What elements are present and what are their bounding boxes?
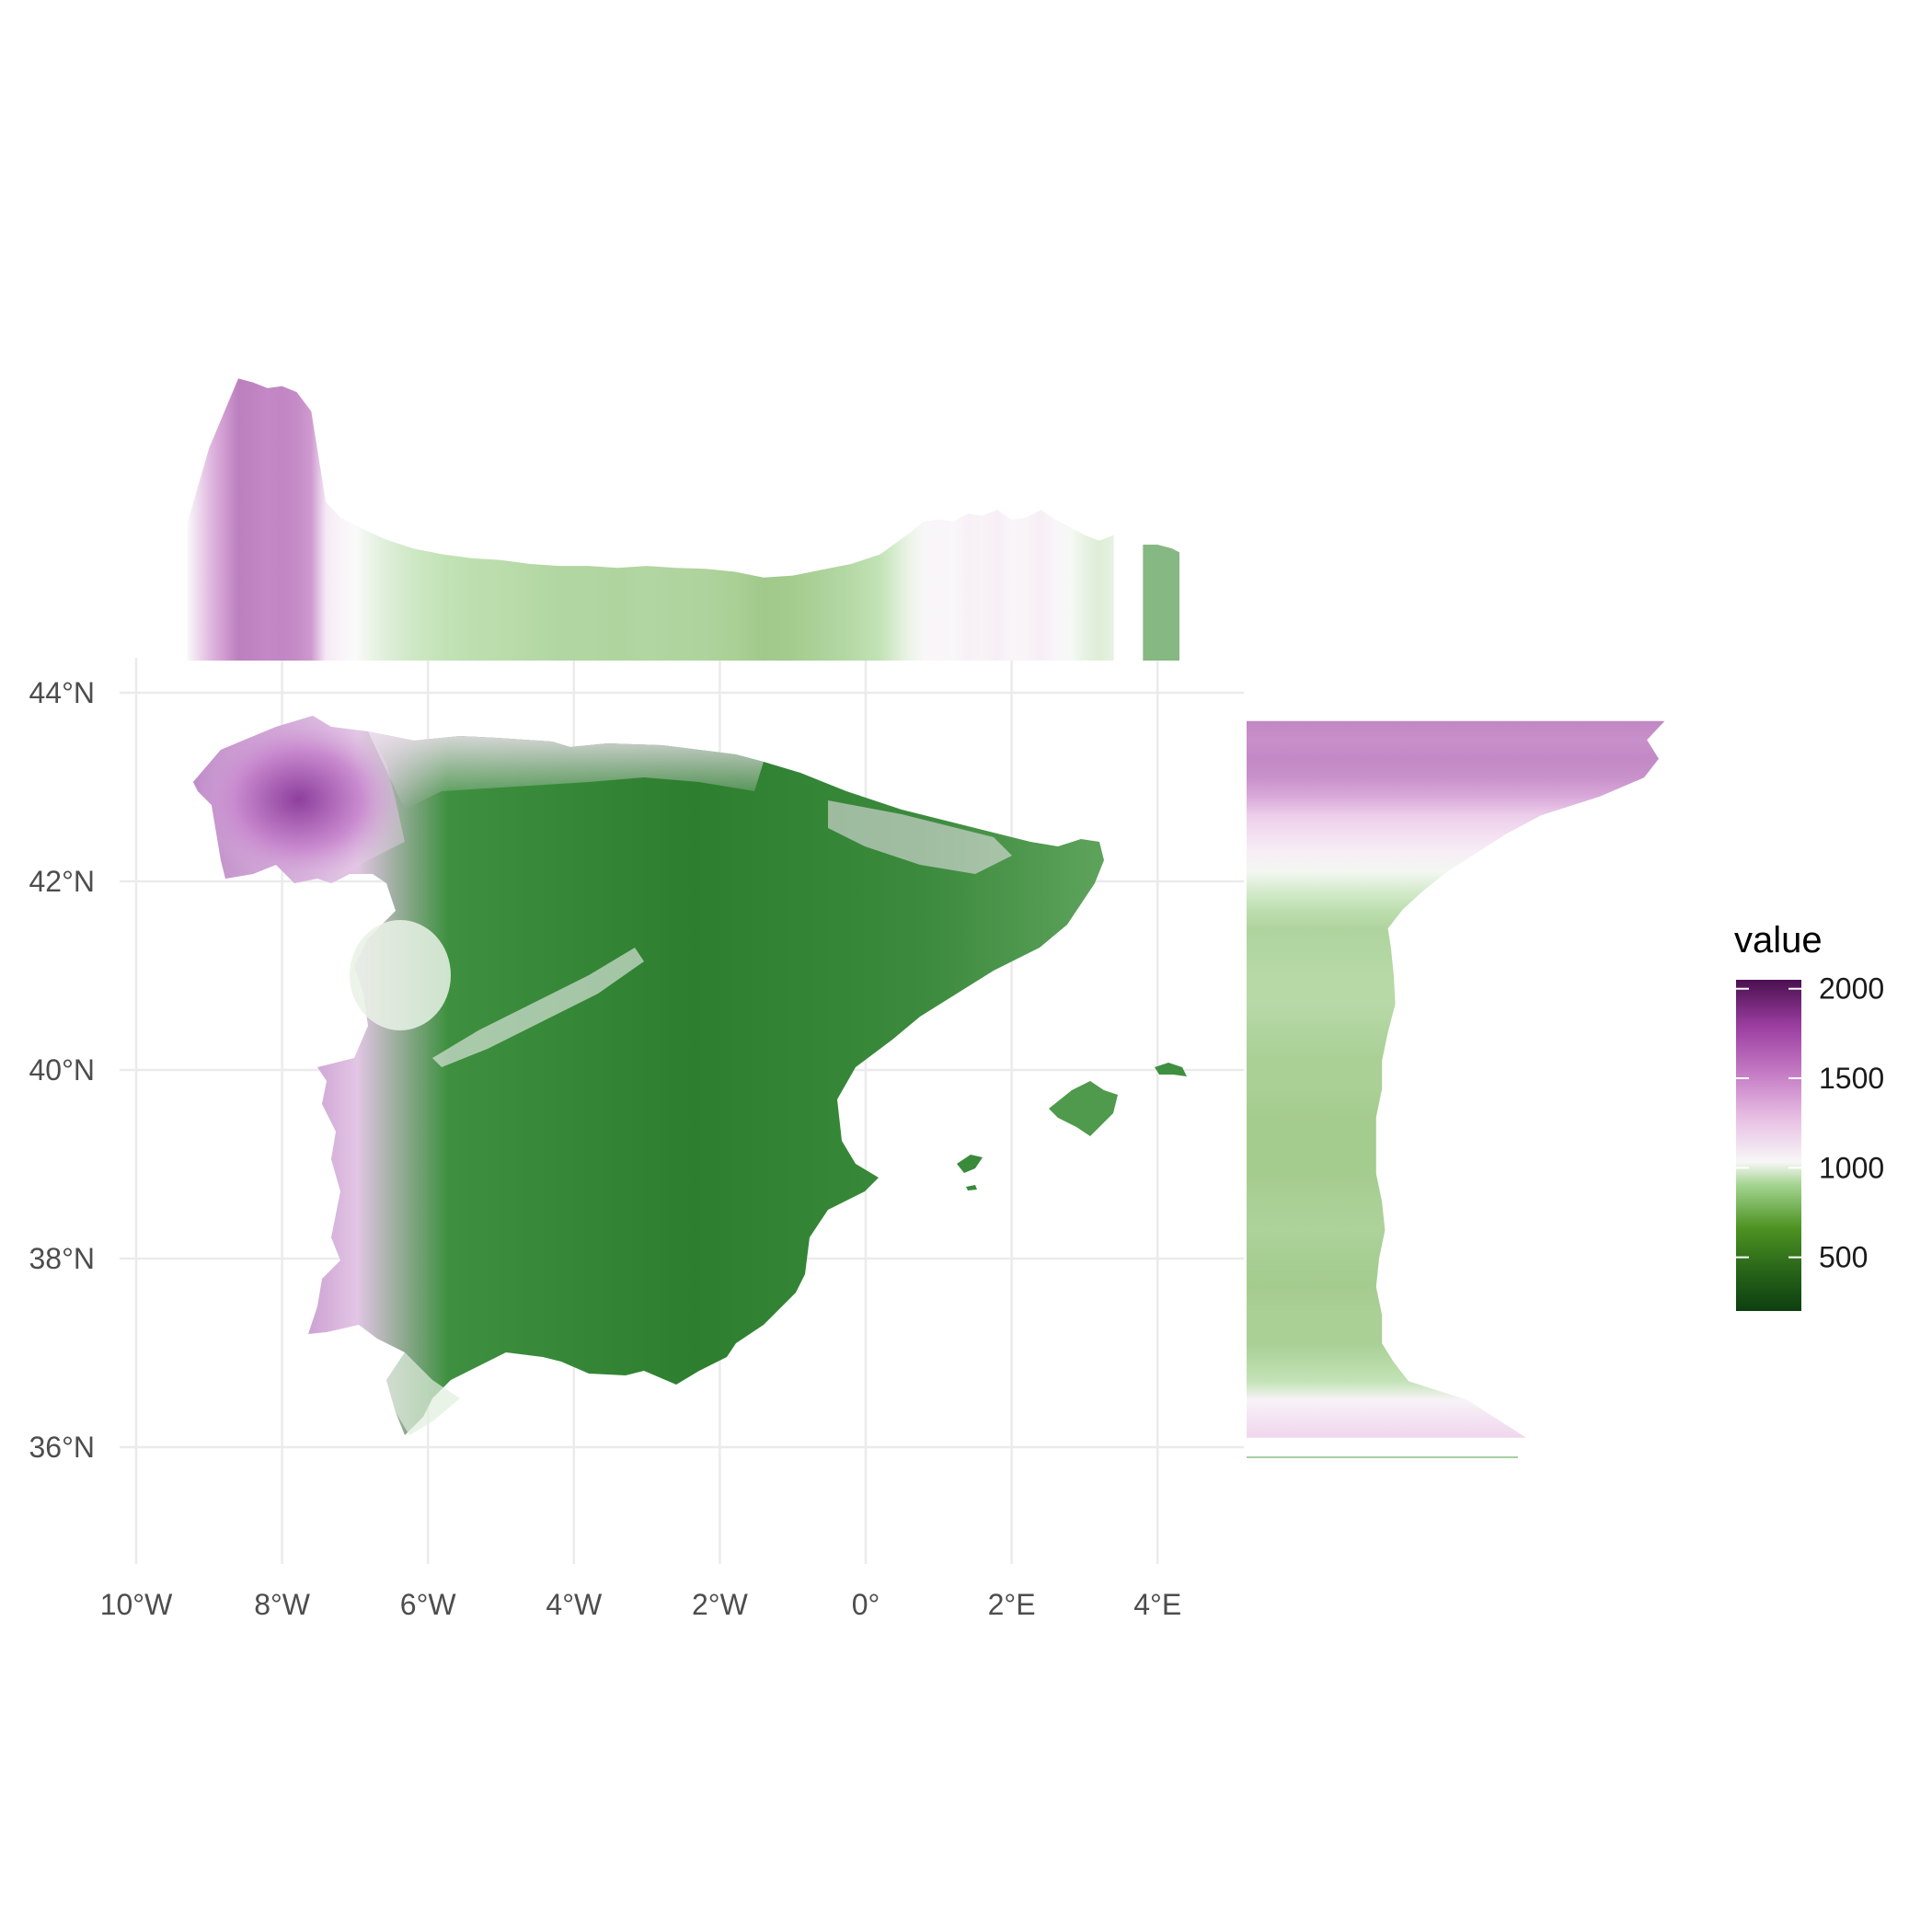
south-coast-light xyxy=(386,1352,460,1435)
mallorca xyxy=(1049,1081,1118,1136)
west-central-light-area xyxy=(350,920,451,1030)
x-axis-ticks: 10°W 8°W 6°W 4°W 2°W 0° 2°E 4°E xyxy=(100,1588,1181,1621)
legend-colorbar xyxy=(1736,980,1801,1311)
y-tick-label: 44°N xyxy=(29,676,96,709)
x-tick-label: 0° xyxy=(852,1588,880,1621)
x-tick-label: 6°W xyxy=(400,1588,457,1621)
central-system-highlands xyxy=(432,948,644,1067)
y-tick-label: 38°N xyxy=(29,1242,96,1275)
legend-ticks: 2000 1500 1000 500 xyxy=(1736,972,1884,1274)
x-tick-label: 2°E xyxy=(988,1588,1036,1621)
map-raster xyxy=(193,716,1187,1435)
pyrenees-highlands xyxy=(828,800,1012,874)
y-axis-ticks: 44°N 42°N 40°N 38°N 36°N xyxy=(29,676,96,1464)
x-tick-label: 8°W xyxy=(254,1588,311,1621)
top-marginal-profile xyxy=(187,378,1114,661)
x-tick-label: 4°W xyxy=(546,1588,603,1621)
color-legend: value 2000 1500 1000 500 xyxy=(1734,920,1884,1311)
ibiza xyxy=(957,1155,983,1173)
top-marginal-profile-east xyxy=(1143,545,1179,661)
right-marginal-profile xyxy=(1247,720,1665,1438)
galicia-high-values xyxy=(193,716,405,883)
y-tick-label: 40°N xyxy=(29,1053,96,1087)
y-tick-label: 42°N xyxy=(29,865,96,898)
x-tick-label: 2°W xyxy=(692,1588,749,1621)
formentera xyxy=(966,1185,977,1190)
y-tick-label: 36°N xyxy=(29,1431,96,1464)
x-tick-label: 10°W xyxy=(100,1588,173,1621)
x-tick-label: 4°E xyxy=(1133,1588,1181,1621)
menorca xyxy=(1155,1063,1187,1076)
legend-title: value xyxy=(1734,920,1823,960)
legend-tick-label: 500 xyxy=(1819,1241,1868,1274)
legend-tick-label: 1000 xyxy=(1819,1151,1884,1184)
legend-tick-label: 2000 xyxy=(1819,972,1884,1006)
legend-tick-label: 1500 xyxy=(1819,1062,1884,1095)
iberian-peninsula xyxy=(193,716,1104,1435)
north-coast-high-values xyxy=(368,731,764,810)
